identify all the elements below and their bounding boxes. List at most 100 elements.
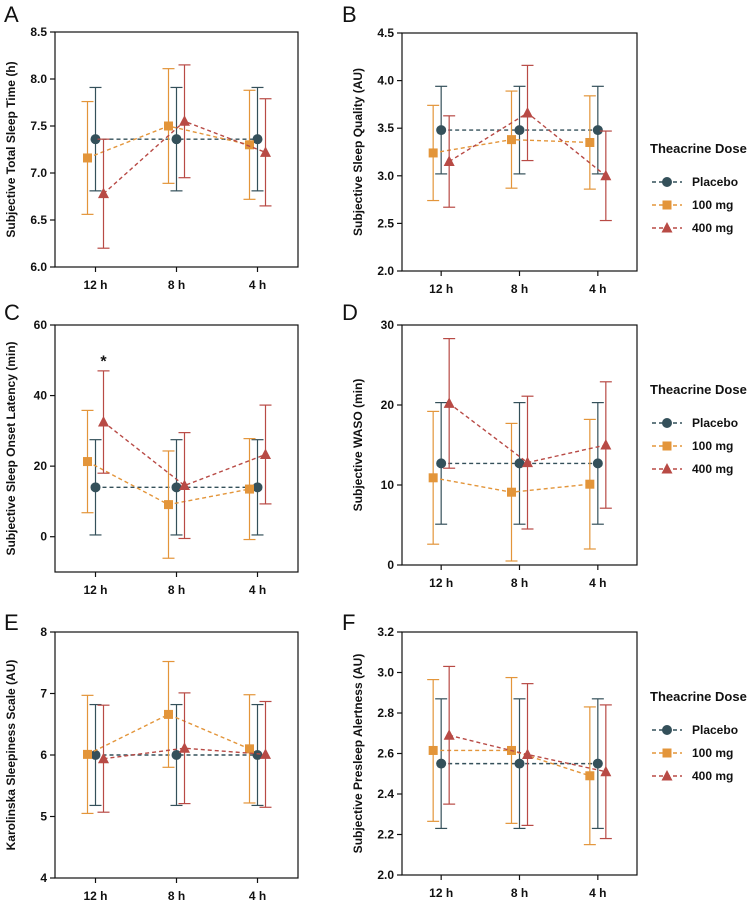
data-point-placebo [514, 125, 525, 136]
legend-title: Theacrine Dose [650, 141, 747, 156]
data-point-placebo [171, 134, 182, 145]
x-tick-label: 4 h [249, 889, 266, 903]
data-point-400mg [98, 187, 109, 199]
y-tick-label: 6.0 [30, 260, 47, 274]
series-100mg [81, 660, 256, 815]
legend-marker-100mg [662, 441, 672, 451]
data-point-placebo [252, 482, 263, 493]
data-point-400mg [443, 397, 455, 408]
legend-marker-placebo [662, 177, 672, 187]
y-tick-label: 3.5 [377, 121, 394, 135]
data-point-400mg [260, 146, 271, 157]
y-tick-label: 5 [40, 810, 47, 824]
data-point-100mg [507, 487, 516, 497]
y-tick-label: 7 [40, 687, 47, 701]
data-point-100mg [83, 749, 92, 759]
x-tick-label: 4 h [589, 886, 606, 900]
series-400mg [443, 665, 612, 840]
data-point-100mg [428, 745, 438, 755]
legend-marker-100mg [662, 748, 672, 758]
panel-letter: B [342, 2, 357, 27]
data-point-100mg [83, 153, 92, 163]
series-line-100mg [87, 713, 250, 756]
data-point-400mg [260, 448, 271, 459]
data-point-400mg [260, 748, 271, 759]
data-point-placebo [436, 758, 447, 769]
x-tick-label: 8 h [511, 282, 528, 296]
legend: Theacrine Dose Placebo 100 mg 400 mg [650, 382, 747, 476]
y-tick-label: 60 [34, 318, 48, 332]
x-tick-label: 12 h [429, 282, 453, 296]
data-point-400mg [600, 439, 612, 450]
data-point-100mg [245, 484, 254, 494]
legend-title: Theacrine Dose [650, 382, 747, 397]
panel-a: A 6.0 6.5 7.0 7.5 8.0 8.5 12 h 8 h 4 h Subjective … [4, 2, 299, 292]
y-tick-label: 2.0 [377, 264, 394, 278]
legend-label: 400 mg [692, 462, 733, 476]
panel-letter: A [4, 2, 19, 27]
x-tick-label: 12 h [83, 583, 107, 597]
legend-label: Placebo [692, 416, 738, 430]
significance-marker: * [100, 353, 107, 370]
data-point-100mg [245, 140, 254, 150]
y-tick-label: 6.5 [30, 213, 47, 227]
y-tick-label: 6 [40, 748, 47, 762]
y-tick-label: 2.8 [377, 706, 394, 720]
legend-marker-400mg [661, 222, 673, 233]
panel-letter: F [342, 610, 355, 635]
y-tick-label: 0 [387, 558, 394, 572]
data-point-400mg [98, 416, 109, 427]
y-tick-label: 0 [40, 530, 47, 544]
series-line-400mg [103, 747, 266, 760]
data-point-400mg [600, 169, 612, 181]
panel-f: F 2.0 2.2 2.4 2.6 2.8 3.0 3.2 12 h 8 h 4 h Subjecti… [342, 610, 747, 900]
y-tick-label: 3.0 [377, 169, 394, 183]
data-point-placebo [252, 134, 263, 145]
y-tick-label: 20 [381, 398, 395, 412]
y-axis-label: Subjective Sleep Quality (AU) [351, 68, 365, 236]
panel-b: B 2.0 2.5 3.0 3.5 4.0 4.5 12 h 8 h 4 h Subjective … [342, 2, 747, 296]
x-tick-label: 4 h [249, 278, 266, 292]
y-tick-label: 4.0 [377, 74, 394, 88]
x-tick-label: 8 h [168, 889, 185, 903]
data-point-400mg [179, 479, 190, 491]
series-placebo [89, 703, 264, 807]
data-point-placebo [436, 125, 447, 136]
y-tick-label: 10 [381, 478, 395, 492]
y-tick-label: 2.0 [377, 868, 394, 882]
data-point-100mg [245, 744, 254, 754]
y-axis-label: Subjective Sleep Onset Latency (min) [4, 341, 18, 555]
series-400mg [443, 64, 612, 222]
data-point-100mg [428, 148, 438, 158]
y-tick-label: 8 [40, 625, 47, 639]
x-tick-label: 12 h [429, 576, 453, 590]
legend-label: 400 mg [692, 769, 733, 783]
data-point-400mg [179, 115, 190, 126]
y-tick-label: 4 [40, 871, 47, 885]
y-tick-label: 2.5 [377, 216, 394, 230]
series-400mg [443, 338, 612, 530]
legend-marker-100mg [662, 200, 672, 210]
series-400mg [97, 64, 272, 249]
series-placebo [435, 85, 604, 175]
data-point-placebo [171, 482, 182, 493]
x-tick-label: 12 h [83, 278, 107, 292]
data-point-400mg [443, 729, 455, 740]
legend-title: Theacrine Dose [650, 689, 747, 704]
series-placebo [435, 402, 604, 525]
legend-label: 400 mg [692, 221, 733, 235]
y-axis-label: Subjective Presleep Alertness (AU) [351, 654, 365, 854]
data-point-400mg [179, 742, 190, 753]
data-point-placebo [592, 458, 603, 469]
series-100mg [427, 410, 596, 562]
x-tick-label: 12 h [83, 889, 107, 903]
data-point-400mg [600, 765, 612, 777]
legend-marker-placebo [662, 725, 672, 735]
data-point-100mg [585, 137, 595, 147]
x-tick-label: 12 h [429, 886, 453, 900]
y-tick-label: 3.0 [377, 666, 394, 680]
series-100mg [81, 409, 256, 559]
y-axis-label: Subjective WASO (min) [351, 379, 365, 512]
legend: Theacrine Dose Placebo 100 mg 400 mg [650, 689, 747, 783]
legend-marker-placebo [662, 418, 672, 428]
